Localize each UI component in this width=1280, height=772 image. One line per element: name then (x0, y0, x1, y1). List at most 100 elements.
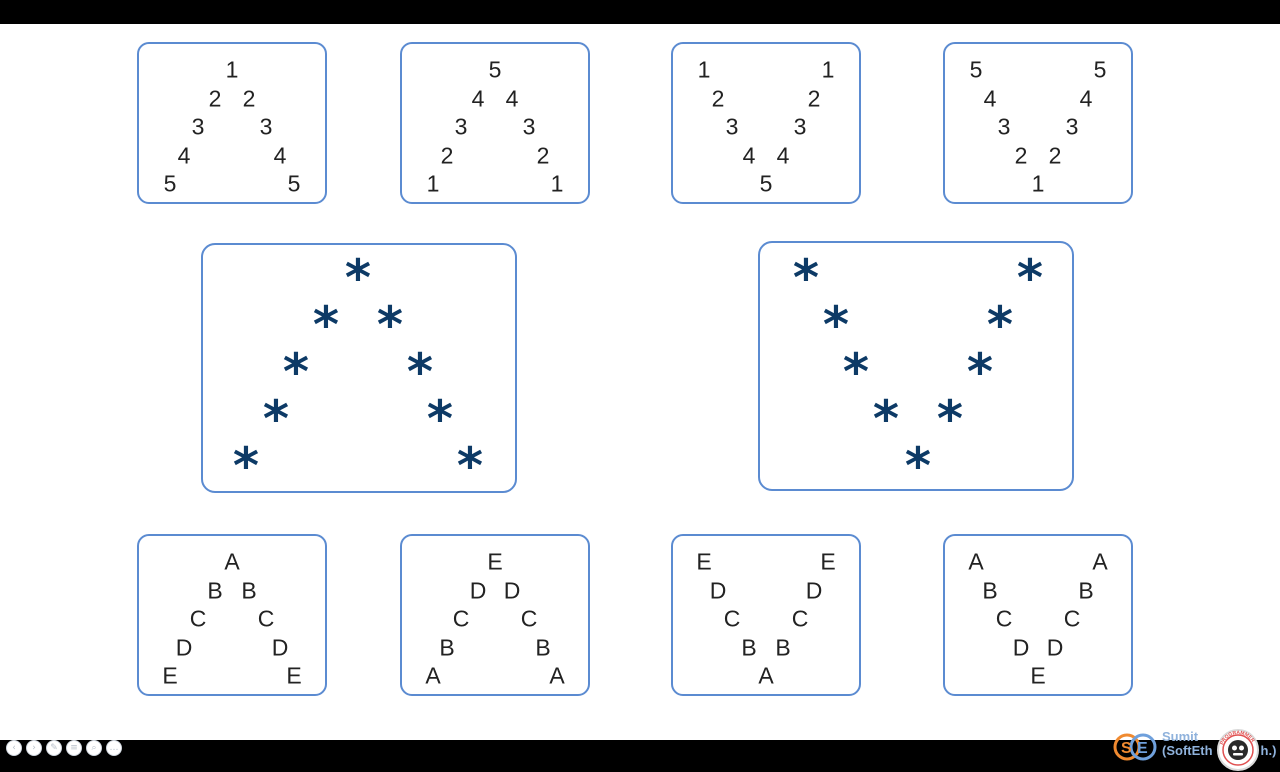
pattern-glyph: 1 (1031, 170, 1045, 197)
star-glyph: * (426, 390, 454, 448)
pattern-glyph: 3 (725, 113, 739, 140)
pattern-glyph: 2 (1014, 142, 1028, 168)
star-glyph: * (872, 390, 900, 448)
star-glyph: * (232, 437, 260, 495)
star-glyph: * (344, 249, 372, 307)
pattern-glyph: 1 (426, 170, 440, 197)
pattern-glyph: 3 (191, 113, 205, 140)
more-icon[interactable]: … (106, 740, 122, 756)
pattern-glyph: 2 (536, 142, 550, 168)
pattern-glyph: 5 (969, 56, 983, 83)
softeth-logo-icon: S E (1113, 733, 1157, 761)
svg-text:S: S (1121, 740, 1132, 757)
star-glyph: * (406, 343, 434, 401)
pattern-glyph: 3 (259, 113, 273, 140)
star-glyph: * (822, 296, 850, 354)
star-glyph: * (262, 390, 290, 448)
pattern-glyph: A (1092, 548, 1108, 575)
programmer-badge-icon[interactable]: PROGRAMMER (1216, 728, 1260, 772)
pattern-glyph: 3 (1065, 113, 1079, 140)
pen-icon[interactable]: ✎ (46, 740, 62, 756)
pattern-glyph: E (820, 548, 836, 575)
star-glyph: * (966, 343, 994, 401)
star-glyph: * (1016, 249, 1044, 307)
star-glyph: * (842, 343, 870, 401)
pattern-glyph: A (968, 548, 984, 575)
pattern-glyph: 4 (983, 85, 997, 111)
pattern-glyph: C (520, 605, 538, 632)
pattern-glyph: 4 (177, 142, 191, 168)
pattern-glyph: E (487, 548, 503, 575)
pattern-glyph: 2 (711, 85, 725, 111)
slideshow-controls: ‹ › ✎ ≡ ⌕… (6, 740, 122, 756)
pattern-glyph: B (535, 634, 551, 660)
pattern-glyph: D (1046, 634, 1064, 660)
watermark-line2-suffix: h.) (1260, 743, 1277, 758)
slide: ‹›✎≡⌕… S E Sumit 1 (SoftEth h.) PROGRAMMER… (0, 24, 1280, 771)
pattern-glyph: E (286, 662, 302, 689)
pattern-glyph: E (696, 548, 712, 575)
pattern-glyph: 5 (488, 56, 502, 83)
menu-icon[interactable]: ≡ (66, 740, 82, 756)
pattern-glyph: C (1063, 605, 1081, 632)
pattern-glyph: 5 (759, 170, 773, 197)
pattern-glyph: 2 (208, 85, 222, 111)
pattern-glyph: D (271, 634, 289, 660)
pattern-glyph: 4 (742, 142, 756, 168)
star-glyph: * (792, 249, 820, 307)
star-glyph: * (904, 437, 932, 495)
pattern-glyph: D (709, 577, 727, 603)
next-icon[interactable]: › (26, 740, 42, 756)
pattern-glyph: 4 (505, 85, 519, 111)
pattern-glyph: B (1078, 577, 1094, 603)
pattern-glyph: D (469, 577, 487, 603)
prev-icon[interactable]: ‹ (6, 740, 22, 756)
pattern-glyph: 5 (287, 170, 301, 197)
pattern-glyph: 4 (471, 85, 485, 111)
pattern-glyph: E (1030, 662, 1046, 689)
pattern-box-star-pyramid: * * * * * * * * * (201, 243, 517, 493)
pattern-glyph: C (452, 605, 470, 632)
pattern-glyph: 5 (1093, 56, 1107, 83)
pattern-box-star-v: * * * * * * * * * (758, 241, 1074, 491)
star-glyph: * (376, 296, 404, 354)
pattern-glyph: A (224, 548, 240, 575)
star-glyph: * (282, 343, 310, 401)
pattern-glyph: 4 (776, 142, 790, 168)
pattern-glyph: 2 (440, 142, 454, 168)
pattern-glyph: B (982, 577, 998, 603)
pattern-glyph: B (741, 634, 757, 660)
pattern-glyph: 3 (997, 113, 1011, 140)
pattern-glyph: 1 (821, 56, 835, 83)
pattern-glyph: A (758, 662, 774, 689)
pattern-glyph: C (189, 605, 207, 632)
star-glyph: * (936, 390, 964, 448)
pattern-glyph: B (207, 577, 223, 603)
pattern-glyph: D (175, 634, 193, 660)
pattern-glyph: 1 (697, 56, 711, 83)
pattern-glyph: D (1012, 634, 1030, 660)
pattern-glyph: 3 (522, 113, 536, 140)
pattern-glyph: D (805, 577, 823, 603)
pattern-glyph: B (775, 634, 791, 660)
pattern-glyph: A (425, 662, 441, 689)
watermark-line2: (SoftEth (1162, 743, 1213, 758)
pattern-glyph: A (549, 662, 565, 689)
pattern-glyph: 4 (273, 142, 287, 168)
zoom-icon[interactable]: ⌕ (86, 740, 102, 756)
pattern-glyph: B (241, 577, 257, 603)
pattern-glyph: B (439, 634, 455, 660)
pattern-glyph: E (162, 662, 178, 689)
pattern-glyph: 2 (1048, 142, 1062, 168)
pattern-glyph: C (723, 605, 741, 632)
pattern-glyph: C (995, 605, 1013, 632)
pattern-glyph: 3 (793, 113, 807, 140)
